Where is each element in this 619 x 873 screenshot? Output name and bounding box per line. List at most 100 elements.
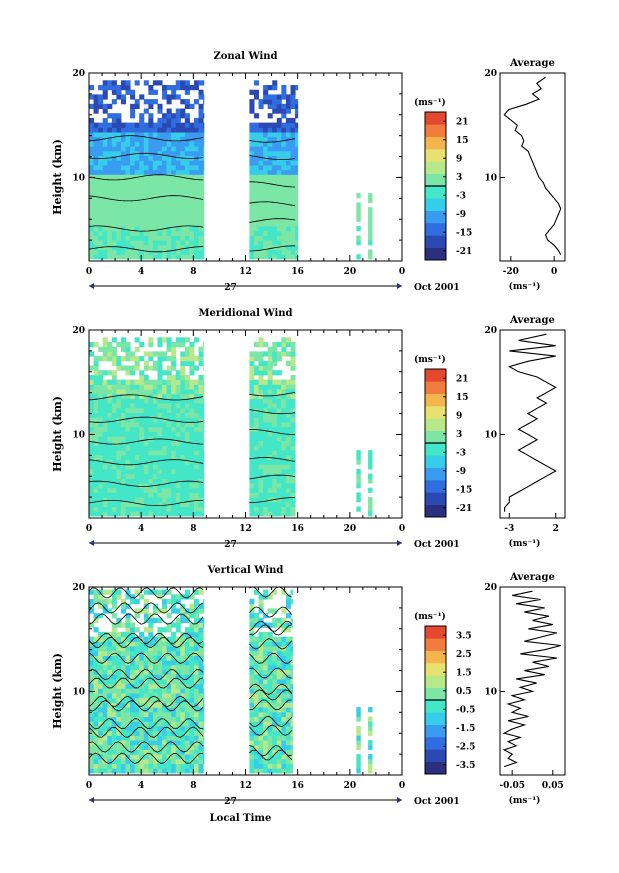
heatmap-cell	[120, 740, 127, 746]
heatmap-cell	[125, 622, 131, 628]
heatmap-cell	[111, 763, 117, 769]
heatmap-cell	[162, 646, 168, 652]
heatmap-cell	[272, 80, 278, 86]
heatmap-cell	[166, 127, 172, 133]
heatmap-cell	[267, 683, 273, 689]
heatmap-cell	[276, 721, 282, 727]
heatmap-cell	[89, 188, 95, 194]
heatmap-cell	[281, 379, 287, 385]
colorbar-swatch	[425, 663, 446, 676]
heatmap-cell	[258, 407, 264, 414]
heatmap-cell	[253, 197, 260, 204]
heatmap-cell	[171, 454, 177, 461]
heatmap-cell	[89, 146, 95, 152]
heatmap-cell	[93, 613, 99, 619]
heatmap-cell	[148, 716, 154, 722]
heatmap-cell	[249, 730, 255, 736]
heatmap-cell	[130, 725, 136, 732]
heatmap-cell	[143, 492, 149, 498]
heatmap-cell	[249, 103, 255, 110]
contour-line	[88, 587, 204, 599]
heatmap-cell	[116, 150, 122, 157]
heatmap-cell	[162, 758, 168, 765]
heatmap-cell	[184, 594, 190, 600]
heatmap-cell	[89, 707, 95, 713]
heatmap-cell	[93, 127, 99, 133]
heatmap-cell	[263, 693, 269, 699]
heatmap-cell	[189, 393, 195, 399]
x-tick-label: 0	[399, 267, 405, 277]
heatmap-cell	[253, 693, 260, 699]
heatmap-cell	[203, 235, 205, 241]
heatmap-cell	[180, 594, 186, 600]
heatmap-cell	[193, 226, 200, 232]
heatmap-cell	[184, 440, 190, 446]
heatmap-cell	[107, 230, 113, 236]
heatmap-cell	[130, 744, 136, 750]
heatmap-cell	[253, 393, 260, 399]
heatmap-cell	[111, 711, 117, 718]
heatmap-cell	[157, 740, 163, 746]
heatmap-cell	[253, 707, 260, 713]
heatmap-cell	[193, 768, 200, 774]
heatmap-cell	[120, 412, 127, 418]
heatmap-cell	[120, 711, 127, 718]
heatmap-cell	[134, 431, 140, 437]
heatmap-cell	[272, 678, 278, 685]
heatmap-cell	[258, 702, 264, 708]
heatmap-cell	[198, 426, 204, 432]
heatmap-cell	[263, 89, 269, 95]
heatmap-cell	[184, 235, 190, 241]
heatmap-cell	[198, 730, 204, 736]
heatmap-cell	[267, 179, 273, 185]
heatmap-cell	[258, 468, 264, 475]
heatmap-cell	[276, 160, 282, 166]
heatmap-cell	[89, 744, 95, 750]
y-tick-label: 20	[72, 326, 85, 336]
heatmap-cell	[368, 211, 373, 218]
heatmap-cell	[139, 207, 145, 213]
heatmap-cell	[143, 426, 149, 432]
heatmap-cell	[120, 393, 127, 399]
heatmap-cell	[162, 697, 168, 703]
heatmap-cell	[102, 487, 108, 493]
heatmap-cell	[253, 431, 260, 437]
day-bar-arrow-right	[397, 540, 402, 546]
heatmap-cell	[162, 749, 168, 755]
heatmap-cell	[134, 678, 140, 685]
heatmap-cell	[281, 660, 287, 666]
heatmap-cell	[152, 202, 158, 208]
colorbar-tick-label: -9	[456, 210, 466, 220]
heatmap-cell	[267, 226, 273, 232]
heatmap-cell	[93, 235, 99, 241]
heatmap-cell	[102, 221, 108, 227]
heatmap-cell	[93, 716, 99, 722]
panel-title: Vertical Wind	[207, 565, 284, 576]
heatmap-cell	[263, 464, 269, 470]
heatmap-cell	[267, 464, 273, 470]
heatmap-cell	[189, 613, 195, 619]
heatmap-cell	[189, 183, 195, 189]
heatmap-cell	[290, 360, 296, 367]
heatmap-cell	[98, 164, 104, 171]
heatmap-cell	[249, 511, 255, 517]
heatmap-cell	[111, 492, 117, 498]
heatmap-cell	[189, 389, 195, 395]
heatmap-cell	[130, 384, 136, 390]
heatmap-cell	[130, 188, 136, 194]
heatmap-cell	[281, 758, 287, 765]
heatmap-cell	[171, 740, 177, 746]
heatmap-cell	[276, 473, 282, 479]
heatmap-cell	[193, 379, 200, 385]
heatmap-cell	[98, 711, 104, 718]
heatmap-cell	[111, 730, 117, 736]
heatmap-cell	[157, 360, 163, 367]
heatmap-cell	[276, 487, 282, 493]
heatmap-cell	[93, 735, 99, 741]
heatmap-cell	[171, 174, 177, 180]
heatmap-cell	[102, 768, 108, 774]
heatmap-cell	[171, 650, 177, 656]
heatmap-cell	[143, 711, 149, 718]
heatmap-cell	[171, 197, 177, 204]
colorbar-swatch	[425, 112, 446, 125]
